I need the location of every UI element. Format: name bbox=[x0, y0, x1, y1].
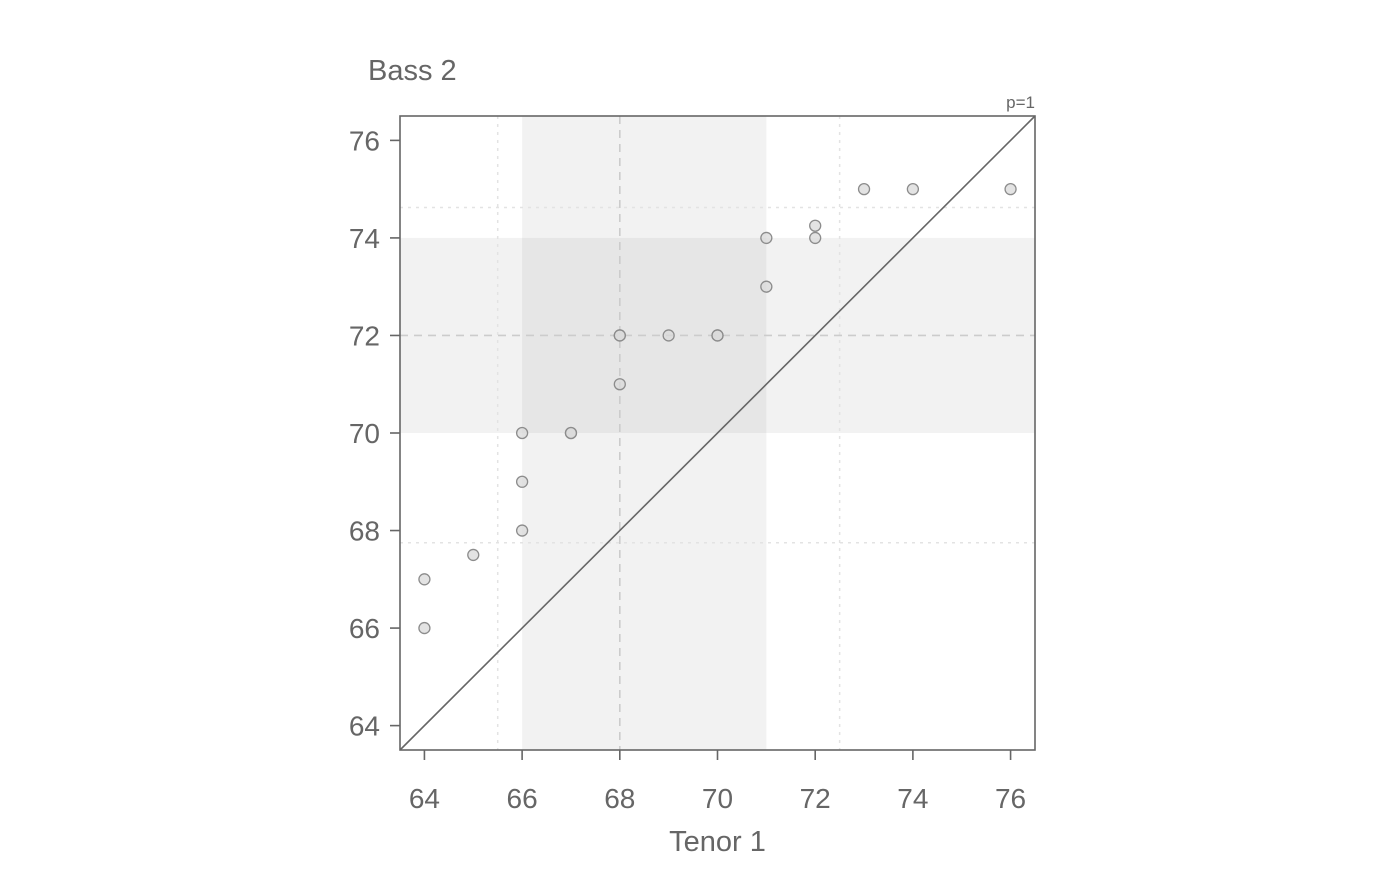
data-point-3 bbox=[515, 524, 529, 537]
x-tick-label-6: 76 bbox=[995, 783, 1026, 814]
data-point-4 bbox=[515, 475, 529, 488]
y-tick-label-6: 76 bbox=[349, 125, 380, 156]
data-point-11 bbox=[662, 329, 675, 342]
x-axis-title: Tenor 1 bbox=[669, 826, 766, 858]
y-axis-title: Bass 2 bbox=[368, 55, 457, 87]
y-tick-label-5: 74 bbox=[349, 223, 380, 254]
x-tick-label-4: 72 bbox=[800, 783, 831, 814]
data-point-1 bbox=[418, 573, 431, 586]
y-tick-label-3: 70 bbox=[349, 418, 380, 449]
data-point-7 bbox=[564, 426, 578, 440]
data-point-16 bbox=[809, 231, 822, 245]
y-axis-ticks: 64 66 68 70 72 74 76 bbox=[349, 125, 400, 742]
data-point-0 bbox=[418, 621, 431, 635]
data-points bbox=[418, 183, 1017, 635]
y-tick-label-4: 72 bbox=[349, 320, 380, 351]
data-point-5 bbox=[515, 426, 529, 440]
data-point-14 bbox=[760, 280, 773, 293]
data-point-8 bbox=[613, 378, 626, 391]
data-point-17 bbox=[809, 219, 822, 232]
data-point-19 bbox=[906, 183, 920, 196]
data-point-10 bbox=[613, 329, 626, 342]
guide-lines bbox=[400, 116, 1035, 750]
y-tick-label-2: 68 bbox=[349, 516, 380, 547]
x-tick-label-1: 66 bbox=[507, 783, 538, 814]
y-tick-label-0: 64 bbox=[349, 711, 380, 742]
x-tick-label-2: 68 bbox=[604, 783, 635, 814]
data-point-20 bbox=[1004, 183, 1017, 196]
data-point-2 bbox=[467, 548, 480, 562]
x-axis-ticks: 64 66 68 70 72 74 76 bbox=[409, 750, 1026, 814]
p-value-annotation: p=1 bbox=[1006, 93, 1035, 112]
data-point-18 bbox=[857, 183, 871, 196]
data-point-15 bbox=[760, 231, 773, 245]
data-point-13 bbox=[711, 329, 724, 342]
x-tick-label-0: 64 bbox=[409, 783, 440, 814]
identity-line bbox=[399, 115, 1036, 751]
x-tick-label-5: 74 bbox=[897, 783, 928, 814]
y-tick-label-1: 66 bbox=[349, 613, 380, 644]
x-tick-label-3: 70 bbox=[702, 783, 733, 814]
